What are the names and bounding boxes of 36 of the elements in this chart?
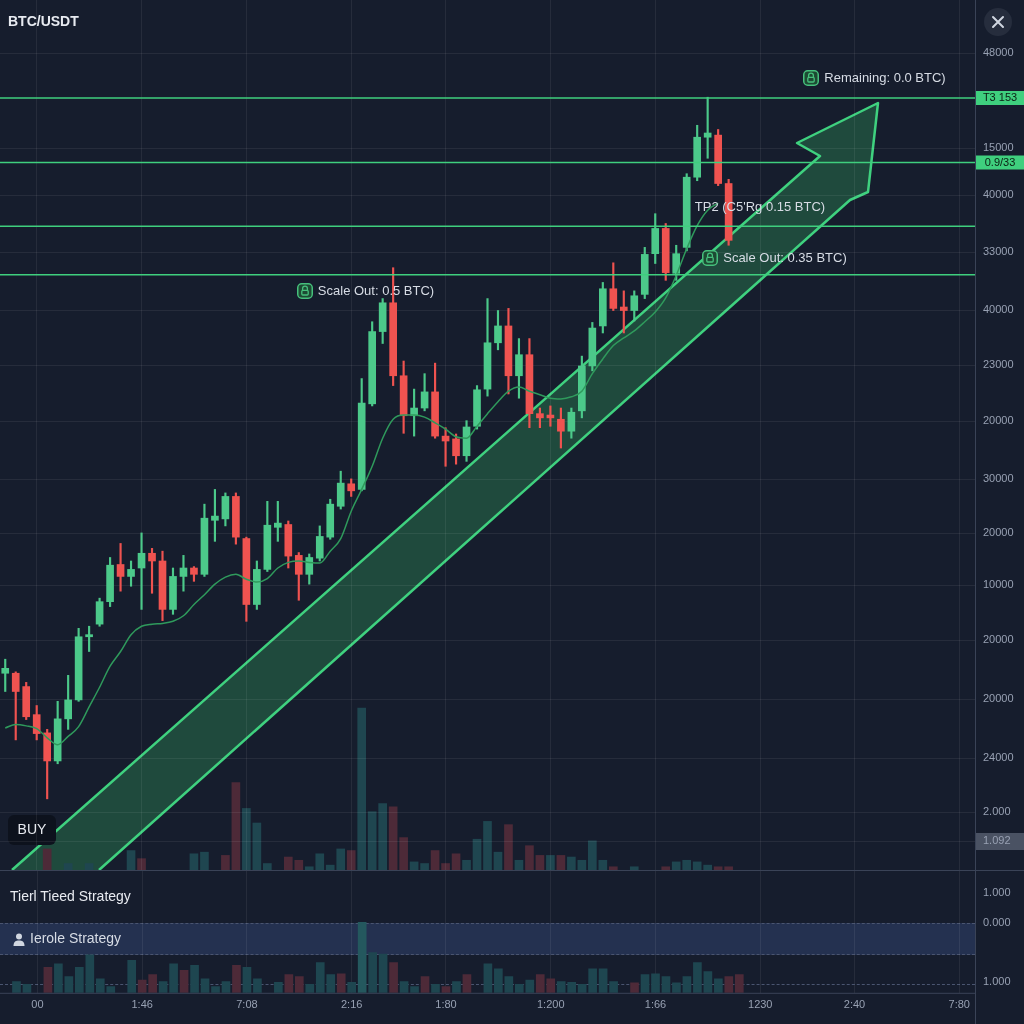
x-tick-label: 1:80 (435, 998, 457, 1011)
annotation: Ierole Strategy (30, 929, 122, 946)
text: 0.000 (983, 916, 1011, 929)
x-tick-label: 1:46 (131, 998, 153, 1011)
annotation: BUY (17, 820, 48, 837)
annotation: Scale Out: 0.35 BTC) (723, 249, 847, 265)
text: 23000 (983, 358, 1014, 371)
text: 40000 (983, 188, 1014, 201)
text: 2.000 (983, 805, 1011, 818)
text: 1.092 (983, 834, 1011, 847)
x-tick-label: 7:08 (236, 998, 258, 1011)
ref-line-label: T3 153 (982, 90, 1018, 103)
x-tick-label: 1:200 (536, 998, 565, 1011)
text: 20000 (983, 414, 1014, 427)
x-tick-label: 7:80 (948, 998, 970, 1011)
text: Remaining: 0.0 BTC) (824, 69, 946, 85)
text: 20000 (983, 692, 1014, 705)
ref-line-label: 0.9/33 (984, 155, 1016, 168)
chart-title: BTC/USDT (8, 12, 80, 29)
x-tick-label: 00 (31, 998, 44, 1011)
text: 1.000 (983, 975, 1011, 988)
text: 24000 (983, 751, 1014, 764)
text: 30000 (983, 472, 1014, 485)
x-tick-label: 2:16 (340, 998, 363, 1011)
text: 15000 (983, 141, 1014, 154)
text: 20000 (983, 526, 1014, 539)
text: 40000 (983, 303, 1014, 316)
x-tick-label: 1:66 (644, 998, 667, 1011)
chart-title: Tierl Tieed Strategy (10, 887, 131, 904)
text: 33000 (983, 245, 1014, 258)
text: 48000 (983, 46, 1014, 59)
x-tick-label: 1230 (748, 998, 773, 1011)
text: 20000 (983, 633, 1014, 646)
x-tick-label: 2:40 (843, 998, 866, 1011)
text: 10000 (983, 578, 1014, 591)
text: 1.000 (983, 886, 1011, 899)
